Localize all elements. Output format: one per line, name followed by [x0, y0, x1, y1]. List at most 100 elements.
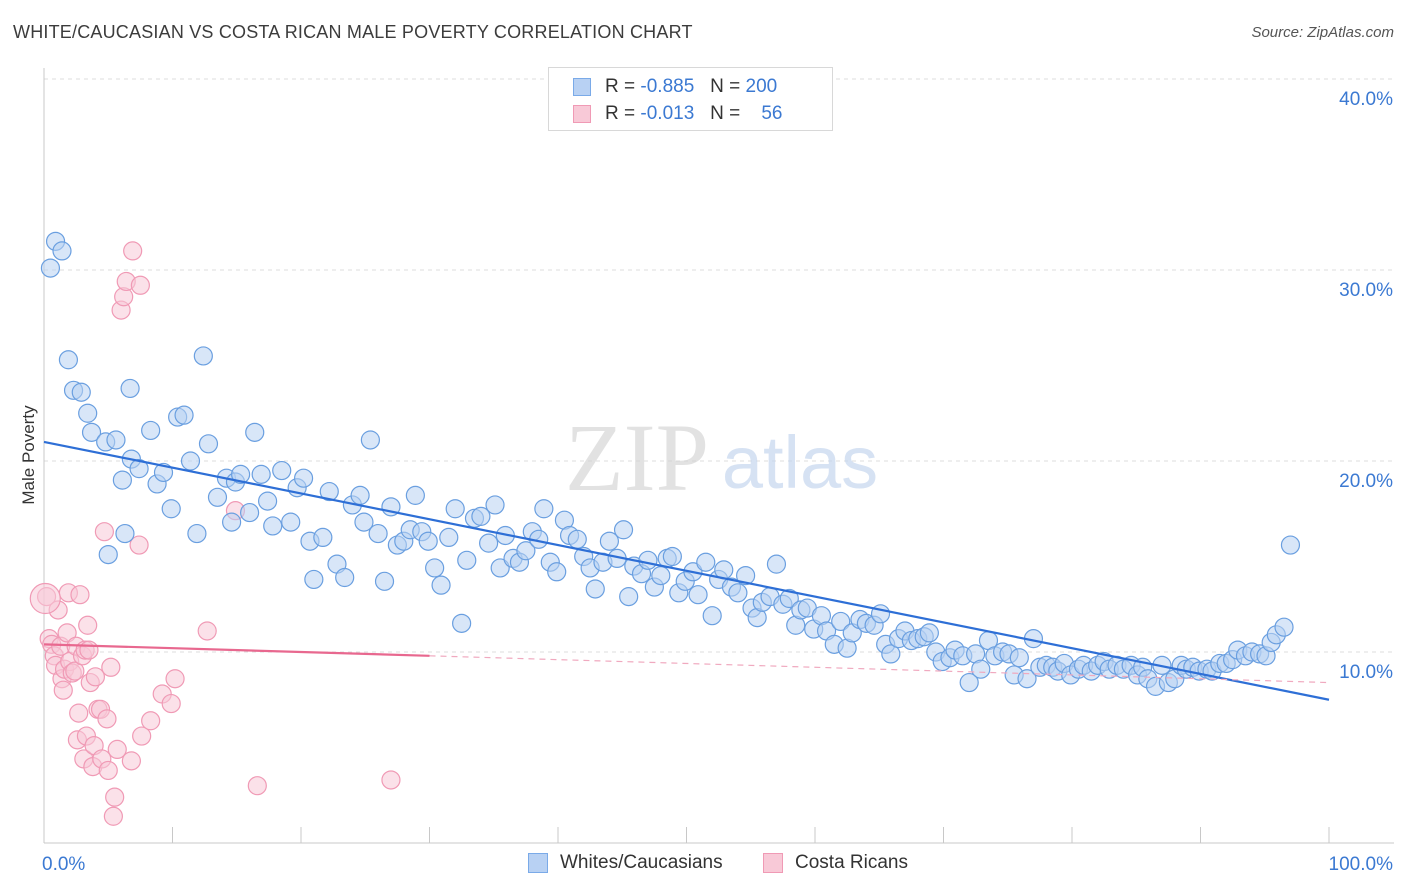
legend-r-label: R =	[605, 103, 636, 124]
axes	[43, 68, 1394, 844]
data-point-white	[112, 470, 132, 490]
data-point-white	[354, 512, 374, 532]
data-point-white	[350, 485, 370, 505]
correlation-legend: R = -0.885 N = 200 R = -0.013 N = 56	[548, 67, 833, 131]
data-point-white	[688, 585, 708, 605]
data-point-costa-rican	[69, 703, 89, 723]
data-point-white	[651, 565, 671, 586]
data-point-costa-rican	[141, 711, 161, 731]
data-point-white	[534, 499, 554, 519]
data-point-costa-rican	[98, 760, 118, 781]
data-point-white	[479, 533, 499, 553]
legend-r-label: R =	[605, 76, 636, 97]
data-point-costa-rican	[381, 770, 401, 790]
data-point-costa-rican	[107, 739, 127, 760]
data-point-white	[490, 558, 510, 578]
data-point-costa-rican	[85, 667, 106, 687]
data-point-white	[71, 382, 91, 402]
watermark: ZIP atlas	[565, 404, 878, 511]
data-point-costa-rican	[70, 585, 90, 605]
data-point-white	[141, 420, 161, 441]
data-point-white	[240, 502, 260, 523]
data-point-white	[153, 462, 174, 483]
data-point-costa-rican	[97, 709, 117, 729]
data-point-costa-rican	[103, 806, 123, 826]
series-legend-costa-ricans[interactable]: Costa Ricans	[763, 852, 908, 874]
data-point-costa-rican	[101, 657, 121, 677]
legend-row-whites: R = -0.885 N = 200	[573, 76, 777, 98]
legend-n-value: 200	[745, 76, 778, 97]
data-point-white	[881, 644, 901, 664]
data-point-white	[638, 550, 658, 570]
legend-swatch-costa-ricans	[573, 105, 591, 123]
data-point-white	[585, 579, 605, 599]
data-point-white	[374, 571, 395, 591]
data-point-white	[831, 611, 851, 632]
legend-r-value: -0.885	[640, 76, 695, 97]
legend-r-value: -0.013	[640, 103, 695, 124]
data-point-white	[272, 460, 292, 481]
data-point-white	[198, 434, 219, 454]
data-point-white	[696, 552, 716, 572]
data-point-white	[567, 529, 587, 549]
legend-row-costa-ricans: R = -0.013 N = 56	[573, 103, 782, 125]
data-point-white	[193, 346, 213, 366]
data-point-costa-rican	[29, 582, 61, 615]
data-point-costa-rican	[165, 669, 185, 689]
data-point-white	[115, 523, 135, 544]
source-label: Source: ZipAtlas.com	[1251, 24, 1394, 41]
data-point-white	[728, 583, 748, 603]
data-point-white	[257, 491, 278, 511]
data-point-white	[360, 430, 380, 450]
data-point-white	[405, 485, 425, 505]
legend-swatch-whites	[573, 78, 591, 96]
watermark-zip: ZIP	[565, 404, 709, 511]
data-point-white	[251, 464, 271, 484]
data-point-white	[281, 512, 301, 532]
data-point-white	[231, 464, 251, 484]
data-point-white	[425, 558, 445, 578]
y-tick-label: 30.0%	[1339, 280, 1393, 301]
data-point-white	[619, 587, 639, 607]
data-point-white	[81, 422, 102, 442]
data-point-white	[959, 672, 979, 693]
data-point-costa-rican	[79, 640, 99, 660]
data-point-white	[1009, 648, 1029, 668]
white-points	[40, 231, 1301, 696]
data-point-white	[599, 531, 620, 551]
data-point-white	[452, 613, 472, 633]
x-tick-label: 0.0%	[42, 854, 85, 875]
data-point-white	[207, 487, 228, 507]
data-point-white	[919, 623, 939, 643]
data-point-white	[120, 378, 140, 399]
data-point-costa-rican	[161, 693, 181, 714]
data-point-white	[78, 403, 98, 423]
data-point-costa-rican	[129, 535, 149, 555]
data-point-white	[187, 523, 207, 544]
data-point-white	[418, 531, 438, 551]
trend-lines	[43, 440, 1330, 701]
series-label-whites: Whites/Caucasians	[560, 852, 723, 873]
data-point-costa-rican	[78, 615, 98, 635]
y-tick-label: 40.0%	[1339, 89, 1393, 110]
data-point-costa-rican	[130, 275, 150, 295]
x-tick-label: 100.0%	[1329, 854, 1394, 875]
data-point-white	[245, 422, 265, 442]
data-point-costa-rican	[123, 241, 143, 261]
data-point-costa-rican	[57, 623, 77, 643]
data-point-costa-rican	[121, 751, 141, 771]
series-legend-whites[interactable]: Whites/Caucasians	[528, 852, 723, 874]
data-point-white	[174, 405, 194, 425]
y-tick-label: 20.0%	[1339, 471, 1393, 492]
data-point-costa-rican	[105, 787, 125, 807]
data-point-white	[1280, 535, 1301, 555]
data-point-costa-rican	[65, 661, 85, 681]
watermark-atlas: atlas	[722, 421, 878, 504]
y-tick-label: 10.0%	[1339, 662, 1393, 683]
trend-line-costa-ricans	[43, 643, 430, 657]
data-point-white	[516, 541, 536, 561]
data-point-white	[766, 554, 787, 574]
data-point-white	[335, 567, 355, 588]
data-point-white	[304, 569, 324, 590]
